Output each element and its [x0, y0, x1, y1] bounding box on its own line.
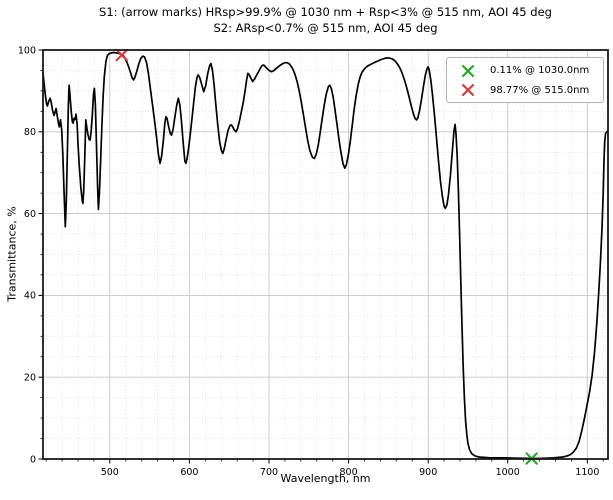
legend-box: 0.11% @ 1030.0nm 98.77% @ 515.0nm — [446, 57, 604, 103]
chart-title-line2: S2: ARsp<0.7% @ 515 nm, AOI 45 deg — [213, 20, 438, 35]
y-tick-label: 80 — [24, 127, 36, 138]
legend-item-label: 98.77% @ 515.0nm — [490, 84, 590, 96]
data-markers — [115, 48, 538, 465]
y-tick-label: 60 — [24, 209, 36, 220]
red-x-marker — [115, 48, 128, 62]
minor-gridlines — [43, 50, 608, 459]
spectrum-curve — [42, 51, 609, 460]
tick-labels: 500 600 700 800 900 1000 1100 0 20 40 60 80 100 — [18, 45, 600, 478]
x-tick-label: 600 — [180, 467, 198, 478]
x-tick-label: 500 — [101, 467, 119, 478]
y-tick-label: 100 — [18, 45, 36, 56]
x-tick-label: 900 — [419, 467, 437, 478]
axis-ticks — [38, 49, 604, 464]
red-x-marker-icon — [455, 83, 481, 97]
y-tick-label: 0 — [30, 454, 36, 465]
green-x-marker-icon — [455, 64, 481, 78]
x-tick-label: 800 — [340, 467, 358, 478]
major-gridlines — [43, 50, 608, 459]
y-tick-label: 40 — [24, 291, 36, 302]
plot-frame — [42, 49, 609, 460]
legend-item-label: 0.11% @ 1030.0nm — [490, 65, 590, 77]
x-tick-label: 700 — [260, 467, 278, 478]
legend-item-green: 0.11% @ 1030.0nm — [455, 61, 597, 80]
x-axis-label: Wavelength, nm — [280, 472, 371, 485]
axes-frame — [42, 49, 609, 460]
x-tick-label: 1000 — [496, 467, 520, 478]
spectrum-line — [42, 51, 609, 460]
y-tick-label: 20 — [24, 373, 36, 384]
chart-title-line1: S1: (arrow marks) HRsp>99.9% @ 1030 nm +… — [99, 5, 552, 19]
legend-item-red: 98.77% @ 515.0nm — [455, 81, 597, 100]
y-axis-label: Transmittance, % — [5, 206, 19, 302]
x-tick-label: 1100 — [575, 467, 599, 478]
